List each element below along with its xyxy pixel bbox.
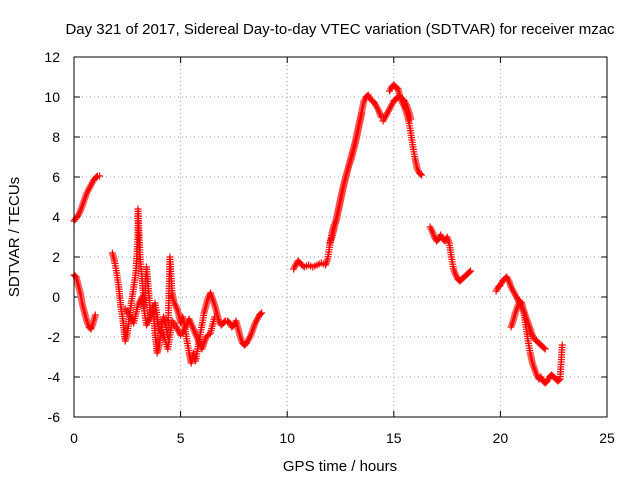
y-tick-label: 0	[52, 289, 60, 305]
x-tick-label: 25	[599, 430, 615, 446]
data-points	[70, 81, 566, 387]
data-point-marker	[92, 173, 100, 181]
data-point-marker	[418, 171, 426, 179]
series-e	[290, 91, 387, 273]
data-point-marker	[555, 376, 563, 384]
data-point-marker	[517, 298, 525, 306]
series-b	[70, 271, 99, 333]
data-point-marker	[541, 345, 549, 353]
data-point-marker	[91, 311, 99, 319]
data-point-marker	[416, 170, 424, 178]
x-tick-label: 15	[386, 430, 402, 446]
x-tick-label: 20	[493, 430, 509, 446]
y-tick-label: 10	[44, 89, 60, 105]
data-point-marker	[467, 267, 475, 275]
y-tick-label: 4	[52, 209, 60, 225]
data-point-marker	[540, 344, 548, 352]
y-tick-label: -6	[48, 409, 61, 425]
y-tick-label: 2	[52, 249, 60, 265]
series-d	[121, 293, 219, 353]
x-tick-label: 0	[70, 430, 78, 446]
chart-title: Day 321 of 2017, Sidereal Day-to-day VTE…	[65, 21, 615, 38]
y-axis-label: SDTVAR / TECUs	[6, 177, 23, 297]
y-tick-label: 8	[52, 129, 60, 145]
x-tick-label: 5	[177, 430, 185, 446]
series-c	[108, 205, 266, 367]
data-point-marker	[257, 310, 265, 318]
series-f	[326, 109, 366, 247]
data-point-marker	[407, 115, 415, 123]
data-point-marker	[258, 309, 266, 317]
plot-frame	[73, 56, 608, 418]
data-point-marker	[358, 109, 366, 117]
y-tick-label: 12	[44, 49, 60, 65]
series-i	[426, 223, 475, 285]
data-point-marker	[71, 272, 79, 280]
data-point-marker	[96, 172, 104, 180]
data-point-marker	[211, 313, 219, 321]
y-tick-label: -4	[48, 369, 61, 385]
x-tick-label: 10	[279, 430, 295, 446]
data-point-marker	[205, 330, 213, 338]
x-axis-label: GPS time / hours	[283, 458, 397, 475]
data-point-marker	[465, 268, 473, 276]
data-point-marker	[393, 84, 401, 92]
y-tick-label: 6	[52, 169, 60, 185]
series-g	[386, 81, 426, 179]
axis-ticks: 0 5 10 15 20 25 -6 -4 -2 0 2 4 6 8 10 12	[44, 49, 615, 446]
grid-lines	[74, 57, 607, 417]
y-tick-label: -2	[48, 329, 61, 345]
series-k	[507, 297, 566, 387]
data-point-marker	[558, 341, 566, 349]
series-h	[379, 93, 415, 125]
